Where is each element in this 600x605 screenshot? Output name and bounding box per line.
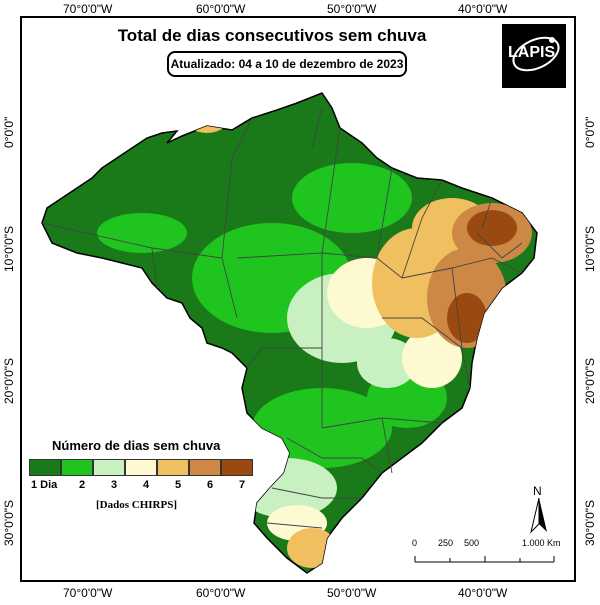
lapis-logo: LAPIS <box>502 24 566 88</box>
north-arrow: N <box>527 484 551 534</box>
latitude-label-10s-right: 10°0'0"S <box>583 225 597 272</box>
legend-label-2: 2 <box>79 479 86 491</box>
legend-title: Número de dias sem chuva <box>52 438 221 453</box>
scale-label-0: 0 <box>412 538 418 548</box>
longitude-label-50w-bottom: 50°0'0"W <box>327 586 377 600</box>
map-frame: Total de dias consecutivos sem chuva Atu… <box>20 16 576 582</box>
legend-label-5: 5 <box>175 479 182 491</box>
legend-label-7: 7 <box>239 479 246 491</box>
longitude-label-60w-bottom: 60°0'0"W <box>196 586 246 600</box>
legend-swatch-6 <box>189 459 221 476</box>
brazil-map <box>41 92 538 574</box>
latitude-label-20s-right: 20°0'0"S <box>583 357 597 404</box>
legend-label-1: 1 Dia <box>31 479 58 491</box>
longitude-label-70w-bottom: 70°0'0"W <box>63 586 113 600</box>
north-label: N <box>533 484 542 498</box>
longitude-label-40w: 40°0'0"W <box>458 2 508 16</box>
legend-swatch-2 <box>61 459 93 476</box>
update-date-badge: Atualizado: 04 a 10 de dezembro de 2023 <box>167 51 407 77</box>
legend-label-6: 6 <box>207 479 214 491</box>
longitude-label-50w: 50°0'0"W <box>327 2 377 16</box>
scale-bar: 0 250 500 1.000 Km <box>412 538 564 578</box>
legend-swatches <box>29 459 253 476</box>
legend-label-4: 4 <box>143 479 150 491</box>
map-title: Total de dias consecutivos sem chuva <box>117 26 427 45</box>
latitude-label-0-right: 0°0'0" <box>583 116 597 148</box>
scale-label-250: 250 <box>438 538 454 548</box>
scale-label-500: 500 <box>464 538 480 548</box>
latitude-label-10s: 10°0'0"S <box>2 225 16 272</box>
legend-swatch-1 <box>29 459 61 476</box>
latitude-label-30s-right: 30°0'0"S <box>583 499 597 546</box>
latitude-label-0: 0°0'0" <box>2 116 16 148</box>
longitude-label-40w-bottom: 40°0'0"W <box>458 586 508 600</box>
longitude-label-60w: 60°0'0"W <box>196 2 246 16</box>
scale-label-1000: 1.000 Km <box>522 538 561 548</box>
logo-text: LAPIS <box>508 44 556 61</box>
legend-swatch-5 <box>157 459 189 476</box>
legend-label-3: 3 <box>111 479 118 491</box>
legend-swatch-7 <box>221 459 253 476</box>
latitude-label-30s: 30°0'0"S <box>2 499 16 546</box>
data-source-label: [Dados CHIRPS] <box>96 499 177 511</box>
legend-swatch-3 <box>93 459 125 476</box>
legend-swatch-4 <box>125 459 157 476</box>
latitude-label-20s: 20°0'0"S <box>2 357 16 404</box>
longitude-label-70w: 70°0'0"W <box>63 2 113 16</box>
